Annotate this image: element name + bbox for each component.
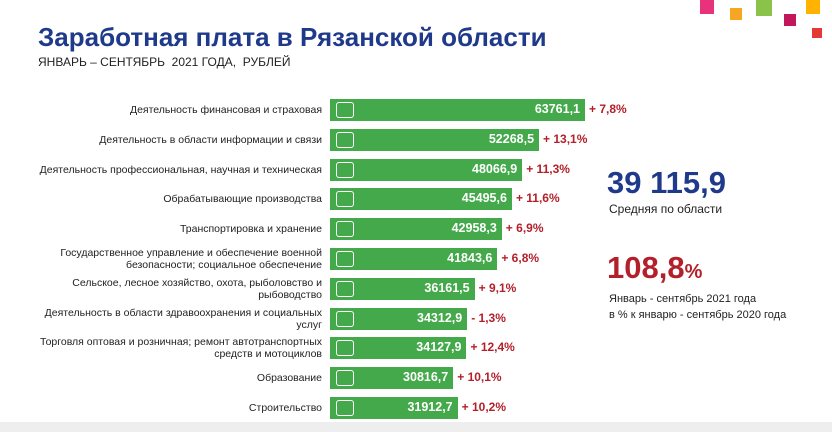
category-label: Торговля оптовая и розничная; ремонт авт… <box>39 336 322 361</box>
bar-icon <box>336 400 354 416</box>
bar <box>330 337 467 360</box>
change-label: + 12,4% <box>470 340 515 355</box>
bar <box>330 307 468 330</box>
index-unit: % <box>684 261 703 283</box>
change-label: + 10,2% <box>461 400 506 414</box>
decor <box>700 0 714 14</box>
decor <box>784 14 796 26</box>
bar-icon <box>336 161 354 178</box>
value-label: 31912,7 <box>407 400 453 414</box>
category-label: Сельское, лесное хозяйство, охота, рыбол… <box>72 276 322 301</box>
bar-icon <box>336 310 354 327</box>
value-label: 30816,7 <box>403 370 449 385</box>
value-label: 34312,9 <box>417 310 463 325</box>
value-label: 42958,3 <box>451 221 497 236</box>
value-label: 34127,9 <box>416 340 462 355</box>
category-label: Обрабатывающие производства <box>163 193 322 206</box>
category-label: Деятельность финансовая и страховая <box>129 104 322 116</box>
category-label: Образование <box>256 372 322 385</box>
chart-title: Заработная плата в Рязанской области <box>38 22 547 52</box>
change-label: + 11,3% <box>526 161 570 176</box>
decor <box>812 28 822 38</box>
value-label: 45495,6 <box>461 191 507 206</box>
bar <box>330 277 475 300</box>
category-label: Государственное управление и обеспечение… <box>60 247 322 271</box>
bar-icon <box>336 251 354 267</box>
change-label: + 9,1% <box>478 280 517 295</box>
value-label: 63761,1 <box>534 102 580 116</box>
index-label: Январь - сентябрь 2021 года в % к январю… <box>609 293 787 321</box>
bar <box>330 218 502 241</box>
bar-icon <box>336 340 354 357</box>
index-value: 108,8 <box>607 250 685 285</box>
bar-icon <box>336 221 354 238</box>
bar-icon <box>336 102 354 118</box>
change-label: + 6,8% <box>501 251 540 265</box>
bar-icon <box>336 131 354 148</box>
category-label: Деятельность в области информации и связ… <box>99 133 322 146</box>
change-label: + 13,1% <box>543 131 588 146</box>
value-label: 36161,5 <box>424 280 470 295</box>
bar-icon <box>336 280 354 297</box>
bar <box>330 248 498 270</box>
average-label: Средняя по области <box>609 202 723 216</box>
footer-strip <box>0 422 832 432</box>
bar <box>330 99 585 121</box>
bar <box>330 397 458 419</box>
bar <box>330 128 540 151</box>
change-label: - 1,3% <box>471 310 506 325</box>
change-label: + 6,9% <box>505 221 544 236</box>
change-label: + 10,1% <box>457 370 502 385</box>
decor <box>756 0 772 16</box>
average-value: 39 115,9 <box>607 165 726 200</box>
bar-icon <box>336 191 354 208</box>
bar-icon <box>336 370 354 387</box>
subtitle: ЯНВАРЬ – СЕНТЯБРЬ 2021 ГОДА, РУБЛЕЙ <box>38 55 291 69</box>
category-label: Деятельность профессиональная, научная и… <box>39 163 322 176</box>
bar <box>330 367 454 390</box>
value-label: 52268,5 <box>488 131 535 146</box>
category-label: Транспортировка и хранение <box>179 223 322 236</box>
bar <box>330 188 512 211</box>
category-label: Строительство <box>248 402 322 414</box>
decor <box>730 8 742 20</box>
bar <box>330 158 523 181</box>
change-label: + 11,6% <box>515 191 560 206</box>
value-label: 48066,9 <box>472 161 518 176</box>
value-label: 41843,6 <box>447 251 493 265</box>
index: 108,8% <box>607 250 702 286</box>
category-label: Деятельность в области здравоохранения и… <box>44 306 322 331</box>
change-label: + 7,8% <box>589 102 627 116</box>
decor <box>806 0 820 14</box>
